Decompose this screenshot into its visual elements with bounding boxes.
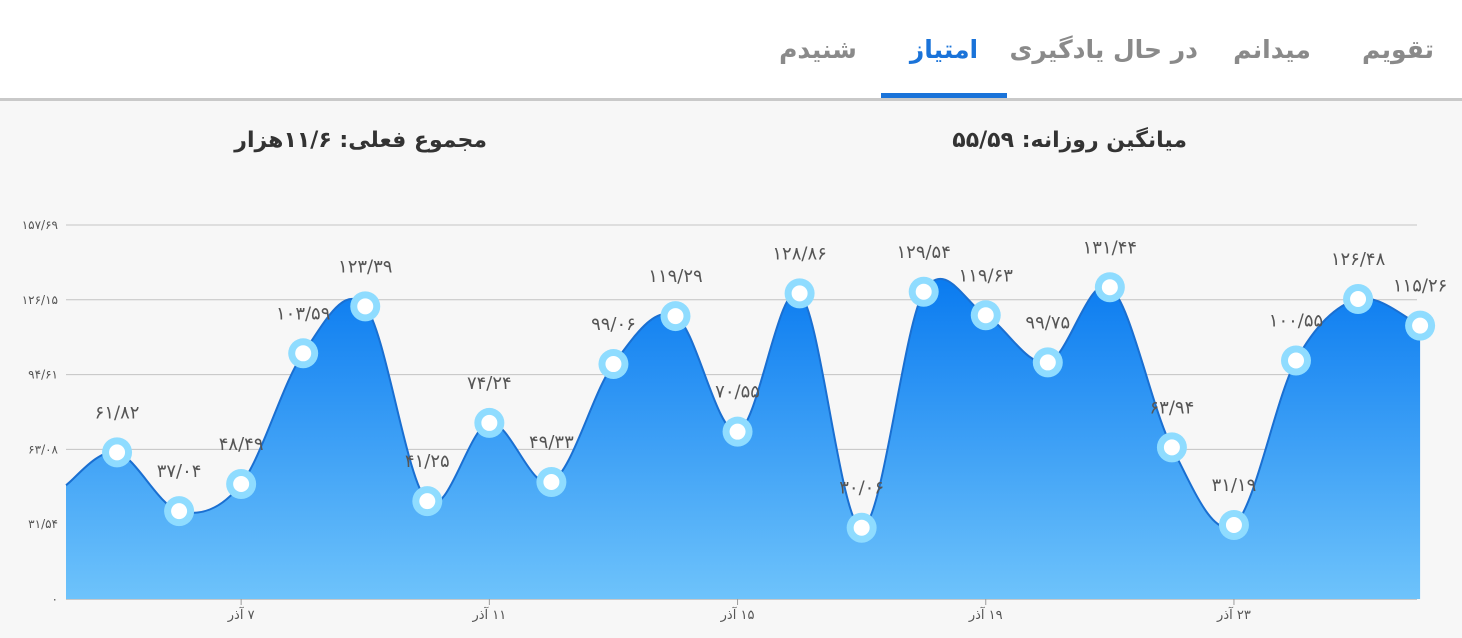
data-label: ۱۰۰/۵۵ <box>1269 311 1323 332</box>
data-point-marker-center <box>419 493 436 510</box>
data-label: ۱۱۵/۲۶ <box>1393 276 1447 297</box>
data-label: ۱۲۶/۴۸ <box>1331 249 1386 270</box>
data-label: ۹۹/۰۶ <box>591 314 636 335</box>
y-axis-ticks: ۰ ۳۱/۵۴ ۶۳/۰۸ ۹۴/۶۱ ۱۲۶/۱۵ ۱۵۷/۶۹ <box>22 218 59 606</box>
data-point-marker-center <box>357 298 374 315</box>
data-label: ۷۴/۲۴ <box>467 373 512 394</box>
data-point-marker-center <box>1412 317 1429 334</box>
data-point-marker-center <box>729 423 746 440</box>
data-label: ۱۲۹/۵۴ <box>896 242 950 263</box>
x-tick-label: ۲۳ آذر <box>1216 606 1251 623</box>
data-label: ۳۰/۰۶ <box>839 478 884 499</box>
y-tick-label: ۱۵۷/۶۹ <box>22 218 58 232</box>
data-point-marker-center <box>977 307 994 324</box>
data-point-marker-center <box>1101 279 1118 296</box>
data-labels: ۶۱/۸۲ ۳۷/۰۴ ۴۸/۴۹ ۱۰۳/۵۹ ۱۲۳/۳۹ ۴۱/۲۵ ۷۴/۲۴ ۴۹/… <box>95 237 1448 498</box>
y-tick-label: ۹۴/۶۱ <box>28 368 58 382</box>
data-point-marker-center <box>109 444 126 461</box>
data-label: ۱۱۹/۲۹ <box>648 266 702 287</box>
tab-known[interactable]: میدانم <box>1233 35 1311 64</box>
data-label: ۳۱/۱۹ <box>1212 475 1257 496</box>
data-point-marker-center <box>171 503 188 520</box>
data-point-marker-center <box>1225 517 1242 534</box>
tab-bar: تقویم میدانم در حال یادگیری امتیاز شنیدم <box>0 0 1462 101</box>
data-point-marker-center <box>667 308 684 325</box>
data-label: ۶۳/۹۴ <box>1150 397 1195 418</box>
data-label: ۱۳۱/۴۴ <box>1083 237 1137 258</box>
x-tick-label: ۱۵ آذر <box>720 606 755 623</box>
data-point-marker-center <box>1039 354 1056 371</box>
y-tick-label: ۳۱/۵۴ <box>28 517 58 531</box>
data-point-marker-center <box>1288 352 1304 369</box>
total-stat: مجموع فعلی: ۱۱/۶هزار <box>234 128 487 153</box>
data-point-marker-center <box>481 414 498 431</box>
data-label: ۶۱/۸۲ <box>95 402 140 423</box>
tab-calendar[interactable]: تقویم <box>1361 35 1435 64</box>
data-point-marker-center <box>1350 291 1367 308</box>
x-tick-label: ۷ آذر <box>227 606 255 623</box>
y-tick-label: ۱۲۶/۱۵ <box>22 293 58 307</box>
data-label: ۹۹/۷۵ <box>1025 312 1070 333</box>
data-point-marker-center <box>233 475 250 492</box>
tab-learning[interactable]: در حال یادگیری <box>1009 35 1198 64</box>
data-point-marker-center <box>543 474 560 491</box>
data-point-marker-center <box>791 285 808 302</box>
data-markers <box>102 272 1436 543</box>
data-point-marker-center <box>605 356 622 373</box>
daily-average-stat: میانگین روزانه: ۵۵/۵۹ <box>952 128 1187 153</box>
y-tick-label: ۶۳/۰۸ <box>28 442 58 456</box>
data-label: ۳۷/۰۴ <box>157 461 202 482</box>
y-tick-label: ۰ <box>52 592 58 606</box>
data-point-marker-center <box>853 519 870 536</box>
data-label: ۴۱/۲۵ <box>405 451 450 472</box>
data-label: ۴۹/۳۳ <box>529 432 574 453</box>
data-point-marker-center <box>1163 439 1180 456</box>
data-label: ۱۱۹/۶۳ <box>959 265 1014 286</box>
data-point-marker-center <box>295 345 312 362</box>
x-tick-label: ۱۹ آذر <box>968 606 1003 623</box>
data-label: ۱۰۳/۵۹ <box>276 303 330 324</box>
tab-score[interactable]: امتیاز <box>909 35 979 64</box>
data-label: ۱۲۳/۳۹ <box>338 256 392 277</box>
active-tab-indicator <box>881 93 1007 98</box>
tab-heard[interactable]: شنیدم <box>779 35 857 64</box>
data-label: ۷۰/۵۵ <box>715 382 760 403</box>
data-point-marker-center <box>915 283 932 300</box>
data-label: ۴۸/۴۹ <box>219 434 264 455</box>
data-label: ۱۲۸/۸۶ <box>772 243 826 264</box>
x-tick-label: ۱۱ آذر <box>471 606 506 623</box>
